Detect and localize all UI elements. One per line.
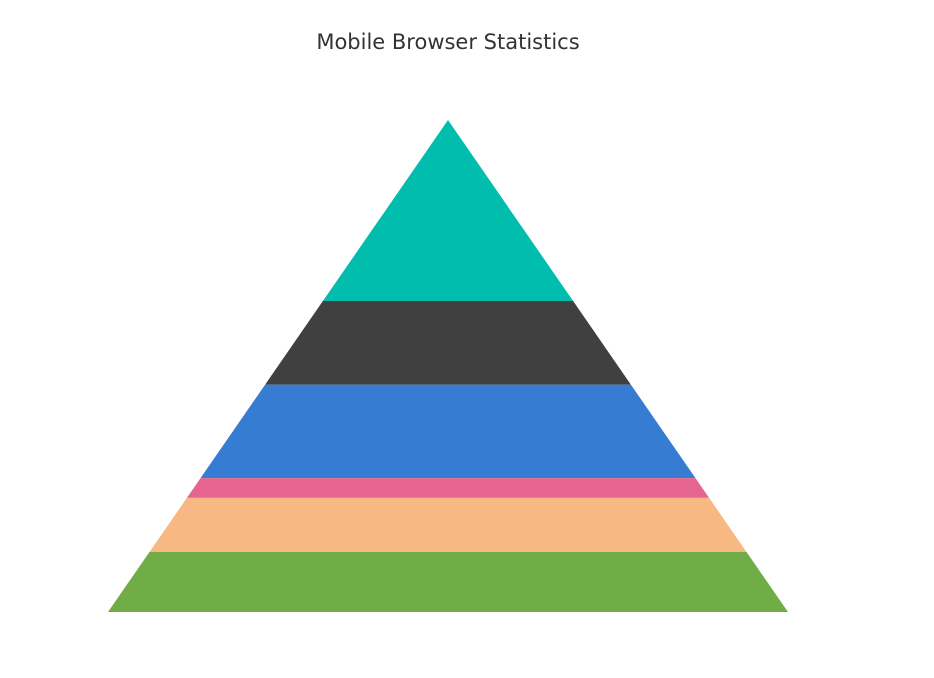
pyramid-segment-6[interactable] xyxy=(108,551,788,612)
pyramid-segment-3[interactable] xyxy=(200,384,696,479)
chart-title: Mobile Browser Statistics xyxy=(316,30,580,54)
pyramid-segment-1[interactable] xyxy=(322,120,574,302)
pyramid-segment-2[interactable] xyxy=(265,301,631,385)
pyramid-segment-5[interactable] xyxy=(149,497,747,552)
pyramid-segment-4[interactable] xyxy=(186,478,710,498)
